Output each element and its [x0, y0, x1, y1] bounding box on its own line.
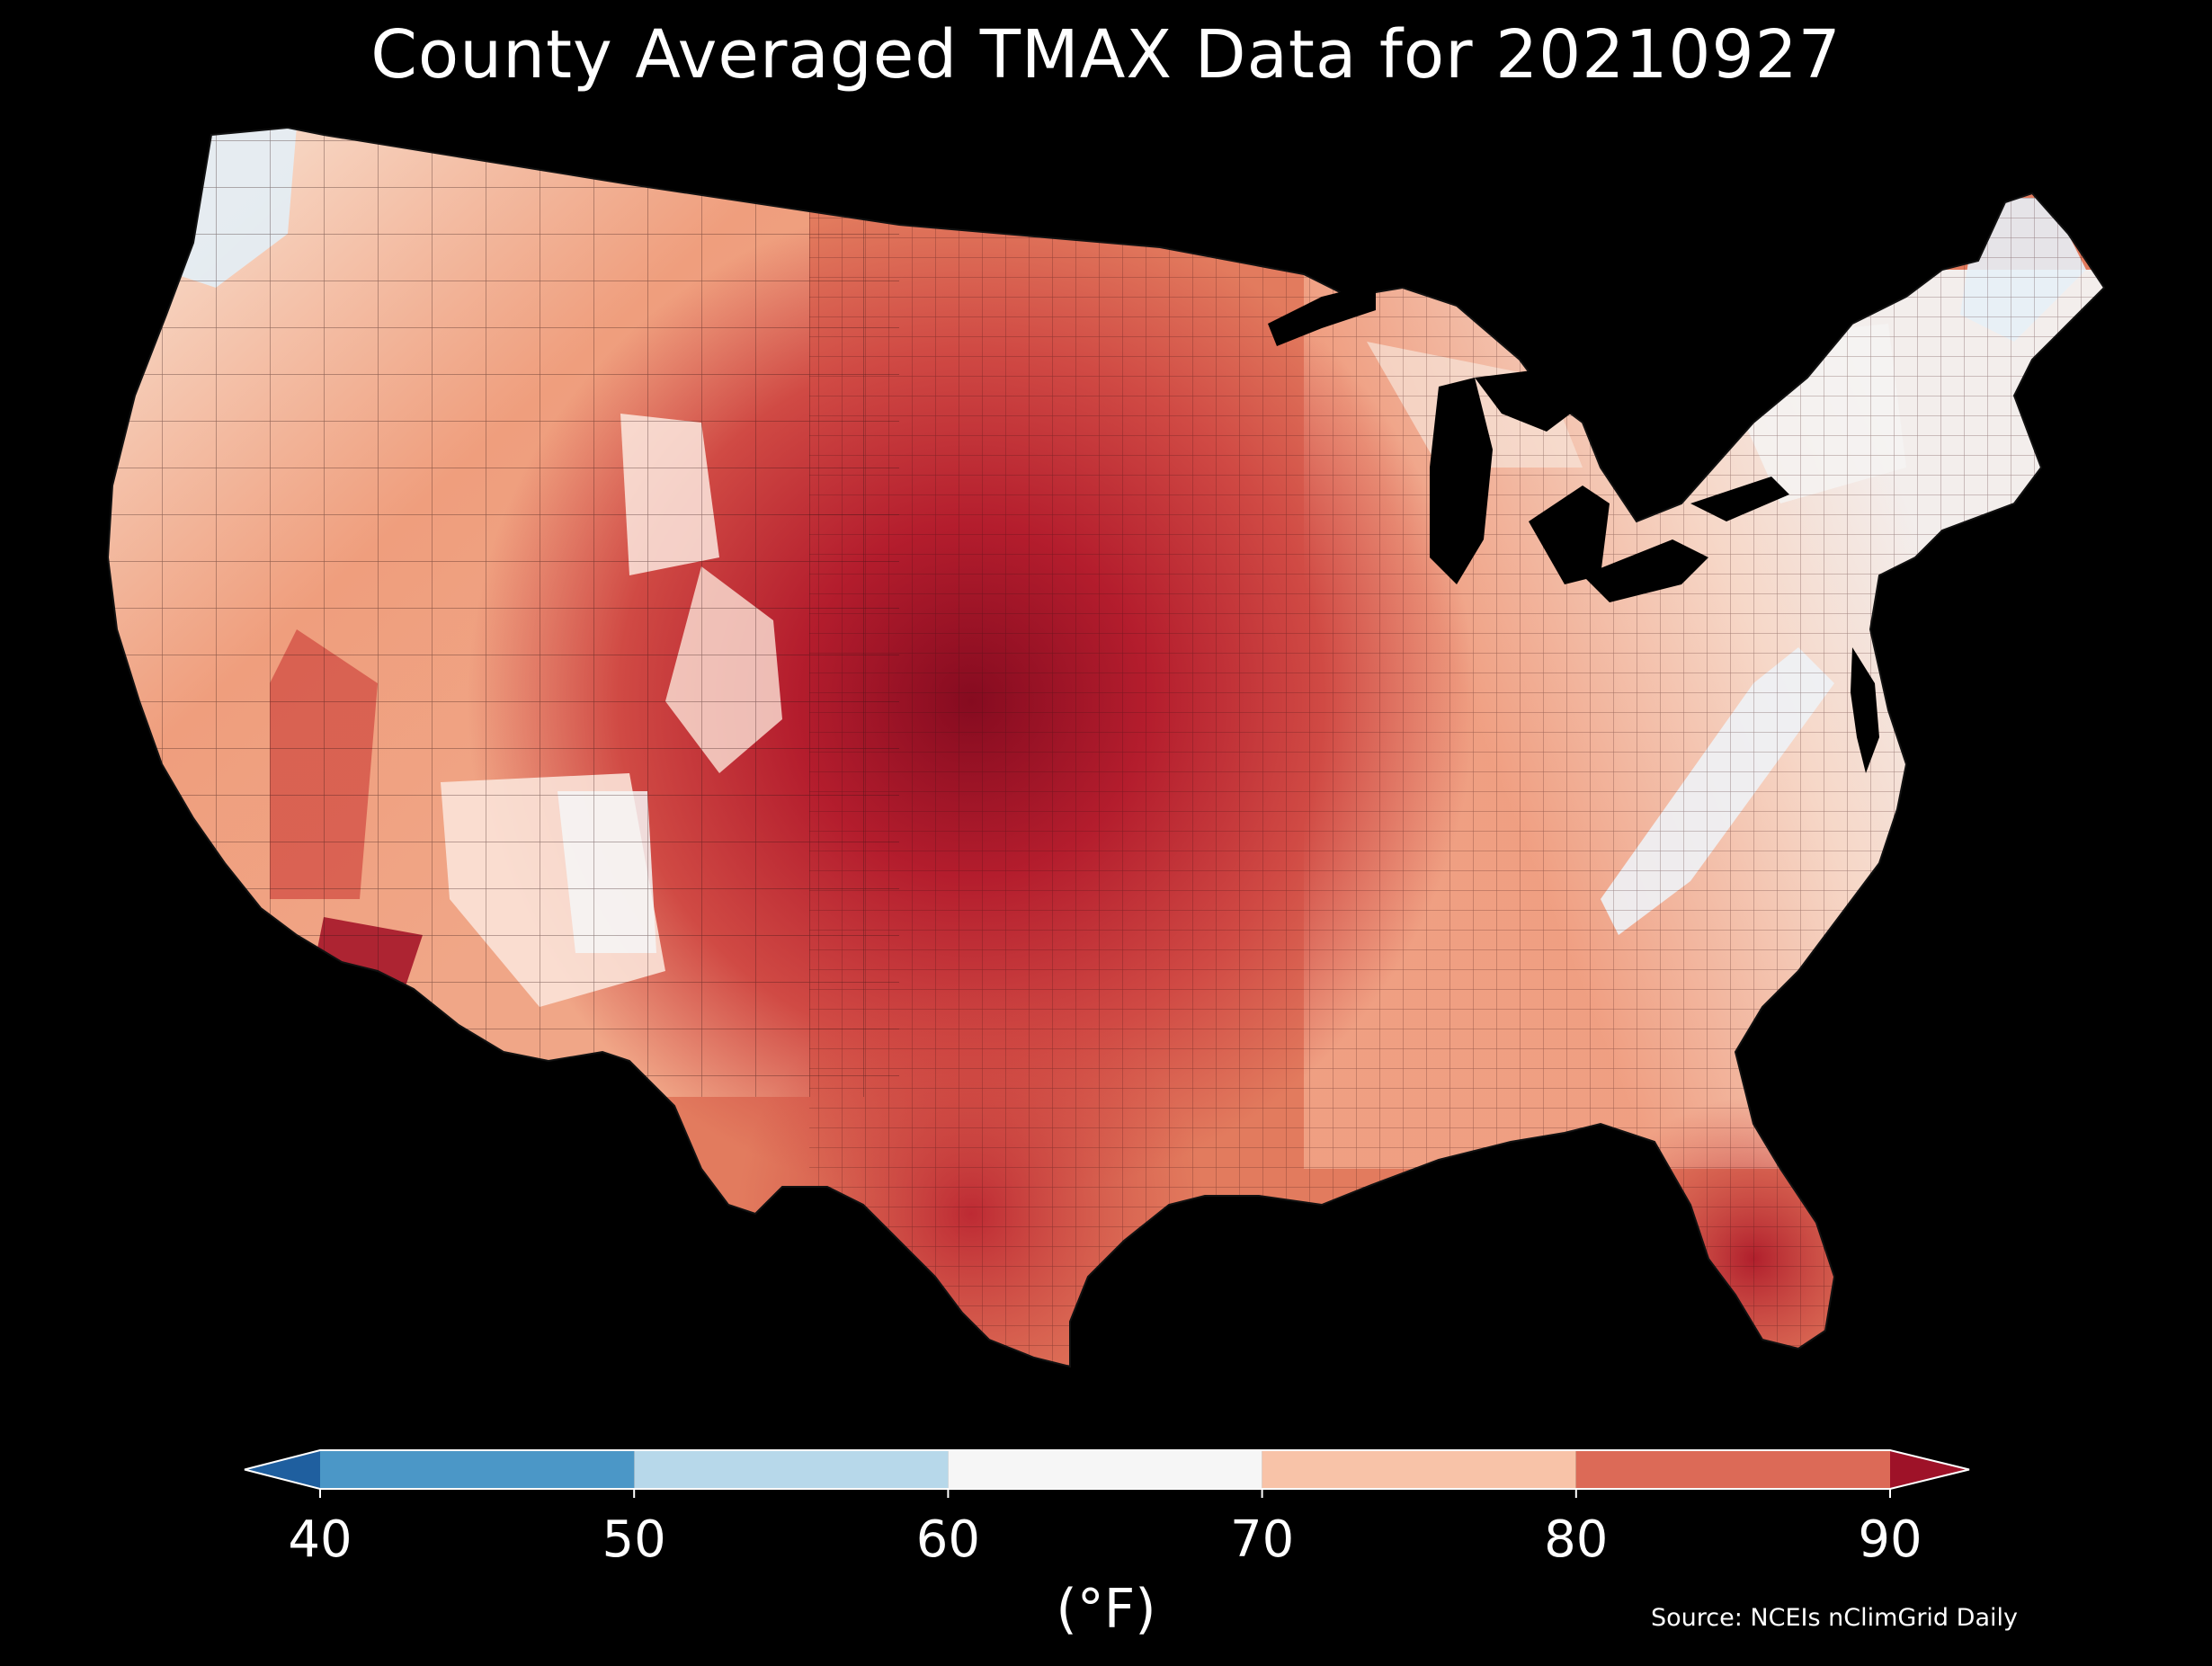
map-title: County Averaged TMAX Data for 20210927 [370, 16, 1842, 94]
us-counties [108, 128, 2104, 1367]
colorbar [244, 1449, 1970, 1498]
great-lakes [1268, 283, 1789, 602]
colorbar-bin-1 [634, 1450, 949, 1489]
chesapeake-bay [1851, 647, 1879, 773]
colorbar-over-arrow [1890, 1450, 1969, 1489]
colorbar-unit-label: (°F) [1056, 1578, 1156, 1641]
colorbar-tick-label: 90 [1858, 1510, 1922, 1569]
colorbar-tick-label: 60 [915, 1510, 981, 1569]
colorbar-bin-0 [320, 1450, 635, 1489]
colorbar-tick-label: 80 [1544, 1510, 1609, 1569]
colorbar-bin-3 [1262, 1450, 1576, 1489]
source-credit: Source: NCEIs nClimGrid Daily [1651, 1604, 2018, 1632]
colorbar-tick-label: 50 [602, 1510, 666, 1569]
colorbar-tick-label: 70 [1229, 1510, 1295, 1569]
colorbar-bin-2 [948, 1450, 1262, 1489]
colorbar-bin-4 [1575, 1450, 1890, 1489]
colorbar-tick-label: 40 [288, 1510, 352, 1569]
colorbar-under-arrow [245, 1450, 320, 1489]
